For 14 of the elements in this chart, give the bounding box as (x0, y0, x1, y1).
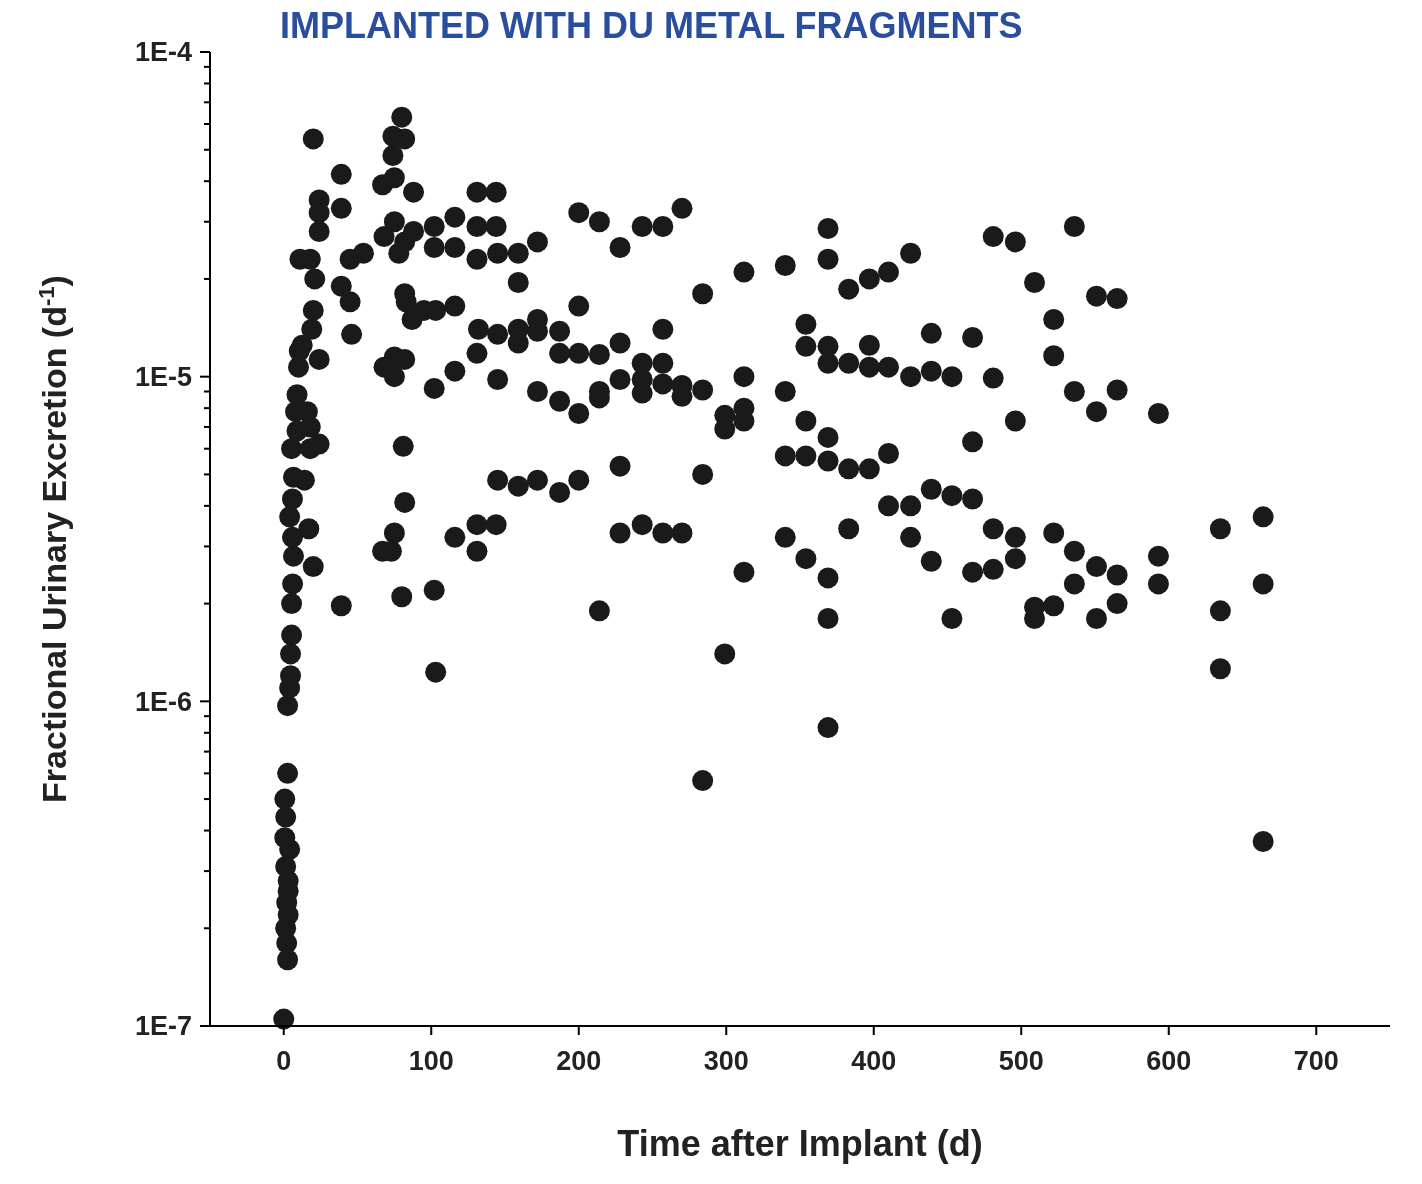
x-tick-label: 100 (408, 1046, 454, 1076)
x-tick-label: 600 (1146, 1046, 1192, 1076)
x-tick-label: 700 (1293, 1046, 1339, 1076)
x-tick-label: 300 (703, 1046, 749, 1076)
y-tick-label: 1E-6 (134, 686, 192, 717)
x-tick-label: 200 (556, 1046, 602, 1076)
x-tick-label: 0 (276, 1046, 292, 1076)
x-tick-label: 500 (998, 1046, 1044, 1076)
x-axis-title: Time after Implant (d) (617, 1123, 983, 1164)
y-tick-label: 1E-5 (134, 362, 192, 393)
y-tick-label: 1E-4 (134, 37, 192, 68)
y-tick-label: 1E-7 (134, 1011, 192, 1042)
x-tick-label: 400 (851, 1046, 897, 1076)
chart-title: IMPLANTED WITH DU METAL FRAGMENTS (280, 5, 1023, 46)
